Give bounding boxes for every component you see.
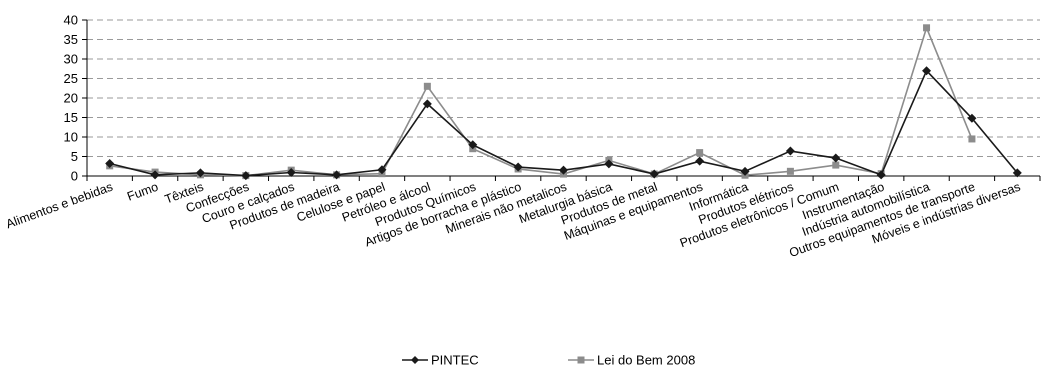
data-point — [922, 66, 932, 76]
legend-label: Lei do Bem 2008 — [597, 353, 695, 368]
data-point — [377, 165, 387, 175]
legend-item-lei-do-bem-2008: Lei do Bem 2008 — [568, 353, 695, 368]
y-tick-label: 0 — [71, 169, 78, 184]
data-point — [105, 159, 115, 169]
data-point — [332, 170, 342, 180]
y-axis-ticks: 0 5 10 15 20 25 30 35 40 — [64, 13, 87, 184]
legend-marker — [577, 356, 585, 364]
data-point — [604, 159, 614, 169]
data-point — [423, 82, 431, 90]
data-point — [876, 170, 886, 180]
data-point — [468, 140, 478, 150]
y-tick-label: 25 — [64, 71, 78, 86]
data-point — [696, 149, 704, 157]
data-point — [422, 99, 432, 109]
data-point — [150, 170, 160, 180]
data-point — [559, 165, 568, 175]
data-point — [1012, 168, 1022, 178]
y-tick-label: 20 — [64, 91, 78, 106]
data-point — [968, 135, 976, 143]
series-lei-do-bem-2008 — [106, 24, 976, 180]
y-tick-label: 30 — [64, 52, 78, 67]
y-tick-label: 5 — [71, 149, 78, 164]
series-pintec — [105, 66, 1022, 181]
data-point — [286, 167, 296, 177]
y-tick-label: 15 — [64, 110, 78, 125]
data-point — [967, 113, 977, 123]
data-point — [513, 162, 523, 172]
y-tick-label: 35 — [64, 32, 78, 47]
data-point — [241, 171, 251, 181]
data-point — [832, 161, 840, 169]
data-point — [831, 153, 841, 163]
data-point — [195, 168, 205, 178]
x-category-label: Fumo — [125, 180, 160, 204]
legend-item-pintec: PINTEC — [402, 353, 479, 368]
data-point — [923, 24, 931, 32]
series-line — [109, 69, 1018, 177]
data-point — [649, 169, 659, 179]
y-tick-label: 40 — [64, 13, 78, 28]
gridlines — [87, 19, 1040, 157]
y-tick-label: 10 — [64, 130, 78, 145]
series-lines — [105, 24, 1022, 181]
x-axis-category-labels: Alimentos e bebidas Fumo TêxteisConfecções… — [4, 180, 1022, 260]
legend: PINTEC Lei do Bem 2008 — [402, 353, 695, 368]
data-point — [695, 156, 705, 166]
data-point — [785, 146, 795, 156]
x-category-label: Alimentos e bebidas — [4, 180, 115, 232]
series-line — [109, 25, 973, 177]
legend-label: PINTEC — [431, 353, 479, 368]
data-point — [740, 166, 750, 176]
data-point — [786, 167, 794, 175]
legend-marker — [411, 356, 419, 364]
